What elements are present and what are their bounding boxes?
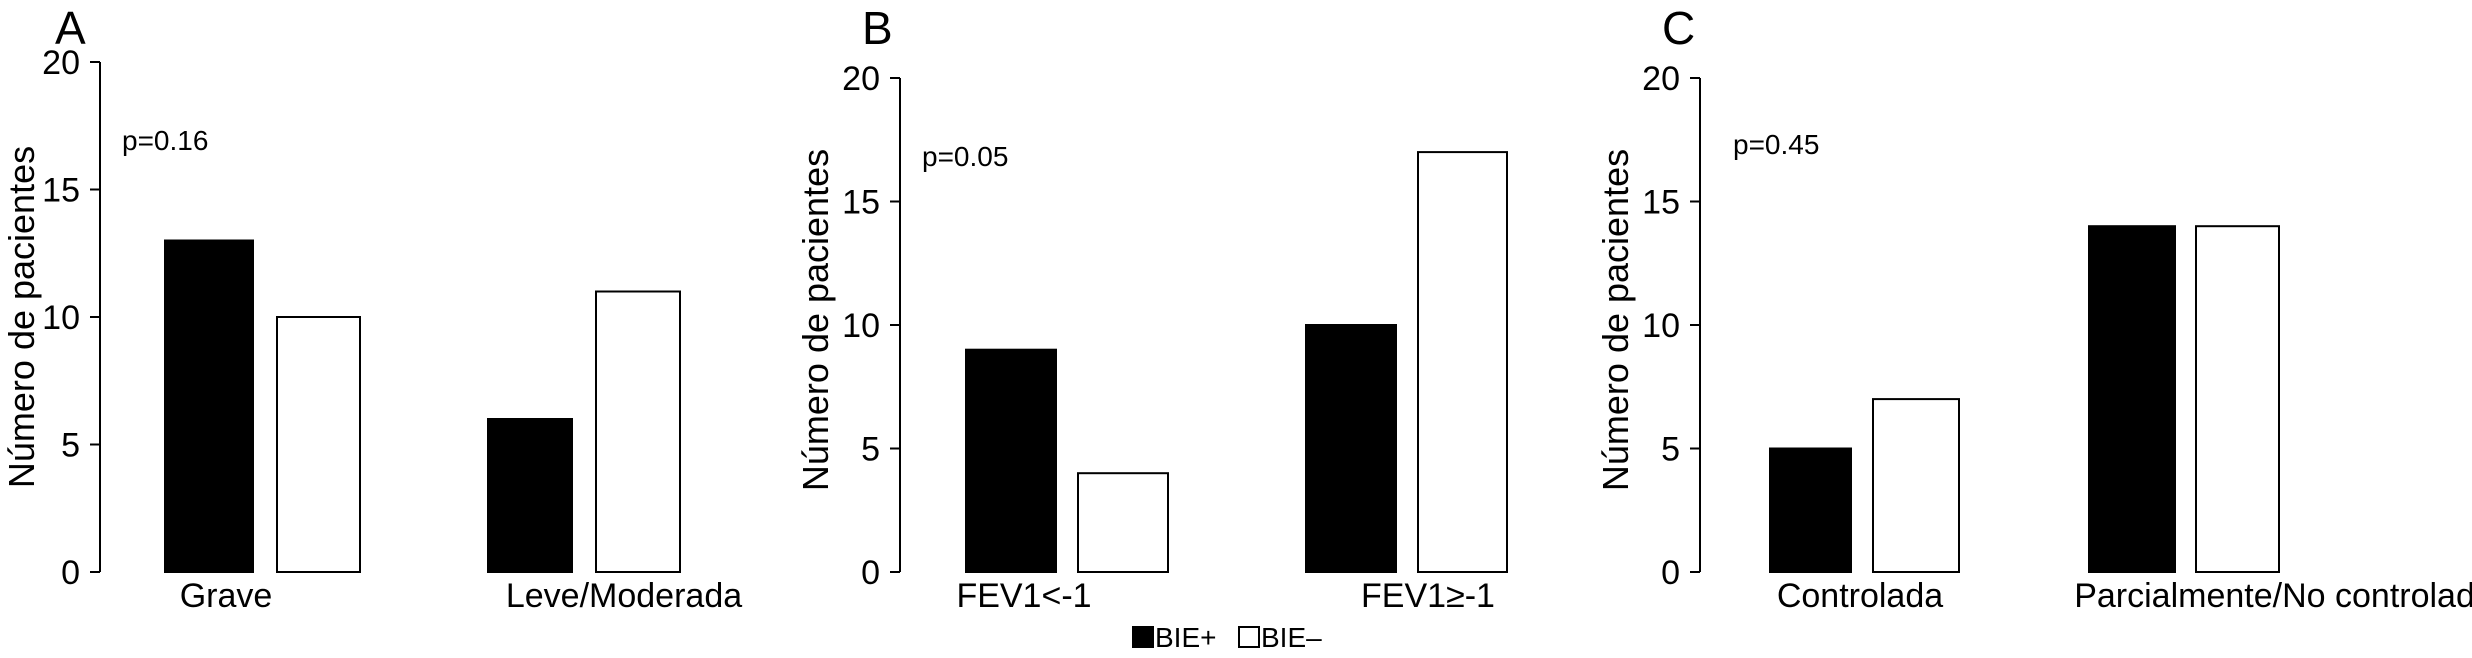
bar-bie-neg-1 <box>276 316 361 573</box>
panel-b: B 0 5 10 15 20 Número de pacientes p=0.05 FEV1<-… <box>795 2 1508 615</box>
y-axis-label: Número de pacientes <box>795 149 836 491</box>
y-tick-label: 5 <box>61 427 80 465</box>
y-tick-label: 0 <box>861 554 880 592</box>
bar-bie-pos-1 <box>1769 447 1852 573</box>
y-tick-label: 15 <box>42 172 80 210</box>
panel-letter-b: B <box>862 2 893 54</box>
legend-swatch-bie-pos <box>1132 626 1154 648</box>
y-tick-label: 10 <box>42 299 80 337</box>
legend-label-bie-neg: BIE– <box>1261 622 1322 653</box>
bar-bie-pos-2 <box>487 418 573 573</box>
category-label: Leve/Moderada <box>506 577 742 615</box>
y-axis-label: Número de pacientes <box>1595 149 1636 491</box>
category-label: Controlada <box>1777 577 1943 615</box>
y-tick-label: 20 <box>842 60 880 98</box>
y-tick-label: 5 <box>861 431 880 469</box>
bar-bie-neg-2 <box>595 290 681 573</box>
y-tick-label: 5 <box>1661 431 1680 469</box>
bar-bie-pos-2 <box>2088 225 2176 573</box>
bar-bie-neg-2 <box>2195 225 2280 573</box>
panels: A 0 5 10 15 20 Número de pacientes p=0.16 Grave L… <box>1 2 2472 615</box>
panel-letter-c: C <box>1662 2 1695 54</box>
bar-bie-pos-2 <box>1305 324 1397 573</box>
y-tick-label: 15 <box>1642 184 1680 222</box>
bar-bie-neg-1 <box>1872 398 1960 573</box>
category-label: FEV1<-1 <box>956 577 1091 615</box>
legend-swatch-bie-neg <box>1238 626 1260 648</box>
panel-c: C 0 5 10 15 20 Número de pacientes p=0.45 Contro… <box>1595 2 2472 615</box>
category-label: Parcialmente/No controlada <box>2074 577 2472 615</box>
bar-bie-pos-1 <box>164 239 254 573</box>
y-tick-label: 0 <box>61 554 80 592</box>
bar-bie-neg-2 <box>1417 151 1508 573</box>
y-axis-label: Número de pacientes <box>1 146 42 488</box>
p-value-annotation: p=0.45 <box>1733 129 1819 160</box>
y-tick-label: 10 <box>1642 307 1680 345</box>
category-label: Grave <box>180 577 273 615</box>
y-tick-label: 20 <box>42 44 80 82</box>
p-value-annotation: p=0.16 <box>122 125 208 156</box>
y-tick-label: 10 <box>842 307 880 345</box>
bar-bie-neg-1 <box>1077 472 1169 574</box>
panel-a: A 0 5 10 15 20 Número de pacientes p=0.16 Grave L… <box>1 2 742 615</box>
panel-letter-a: A <box>55 2 86 54</box>
y-tick-label: 0 <box>1661 554 1680 592</box>
y-tick-label: 20 <box>1642 60 1680 98</box>
bar-bie-pos-1 <box>965 348 1057 574</box>
legend-label-bie-pos: BIE+ <box>1155 622 1216 653</box>
legend: BIE+ BIE– <box>1132 622 1322 653</box>
category-label: FEV1≥-1 <box>1361 577 1495 615</box>
y-tick-label: 15 <box>842 184 880 222</box>
p-value-annotation: p=0.05 <box>922 141 1008 172</box>
